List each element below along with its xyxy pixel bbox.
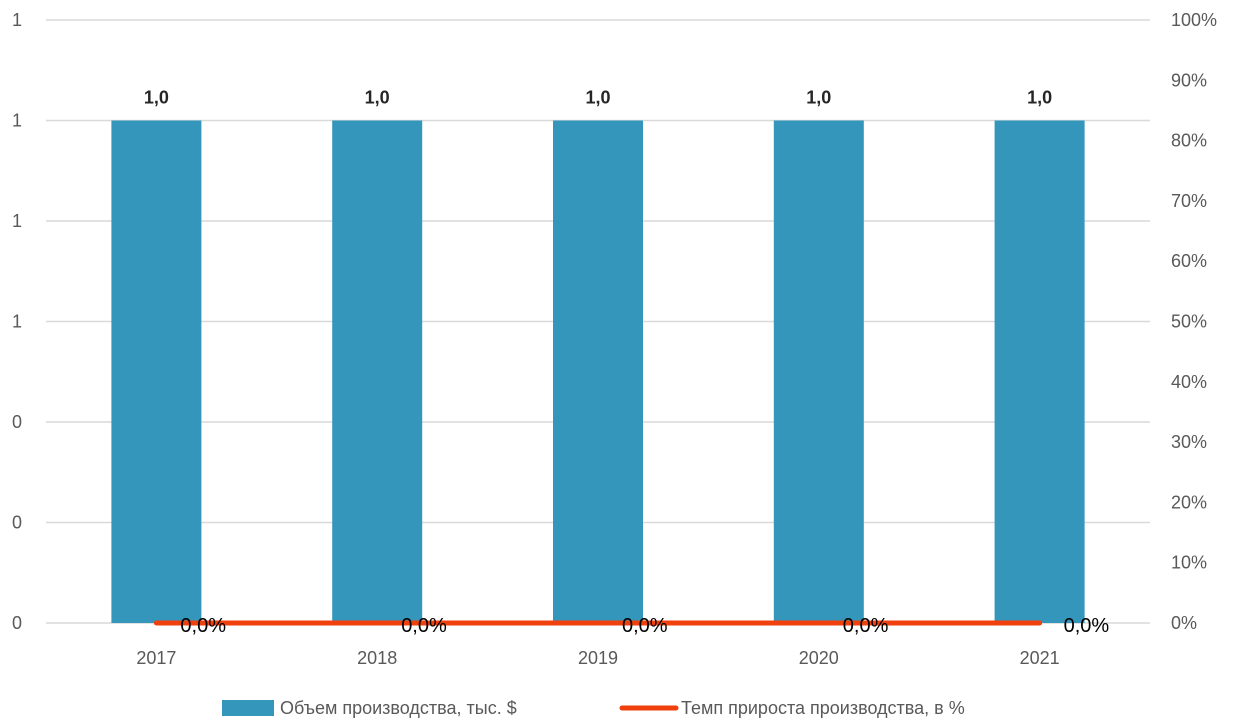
legend-bar-label: Объем производства, тыс. $ — [280, 698, 517, 718]
left-tick-label: 0 — [12, 412, 22, 432]
left-tick-label: 1 — [12, 10, 22, 30]
right-tick-label: 60% — [1171, 251, 1207, 271]
legend: Объем производства, тыс. $ Темп прироста … — [222, 698, 965, 718]
right-tick-label: 40% — [1171, 372, 1207, 392]
x-tick-label: 2019 — [578, 648, 618, 668]
bar-data-labels: 1,0 1,0 1,0 1,0 1,0 — [144, 88, 1052, 108]
bar-data-label: 1,0 — [365, 88, 390, 108]
line-data-label: 0,0% — [843, 615, 889, 637]
right-tick-label: 0% — [1171, 613, 1197, 633]
x-tick-label: 2018 — [357, 648, 397, 668]
right-tick-label: 10% — [1171, 553, 1207, 573]
left-tick-label: 1 — [12, 312, 22, 332]
x-tick-label: 2021 — [1020, 648, 1060, 668]
right-tick-label: 70% — [1171, 191, 1207, 211]
bar — [332, 120, 423, 623]
left-tick-label: 0 — [12, 613, 22, 633]
right-axis-ticks: 0% 10% 20% 30% 40% 50% 60% 70% 80% 90% 100% — [1171, 10, 1217, 633]
left-tick-label: 1 — [12, 211, 22, 231]
line-data-labels: 0,0% 0,0% 0,0% 0,0% 0,0% — [180, 615, 1109, 637]
x-tick-label: 2017 — [136, 648, 176, 668]
bar — [994, 120, 1085, 623]
right-tick-label: 30% — [1171, 432, 1207, 452]
right-tick-label: 90% — [1171, 70, 1207, 90]
line-data-label: 0,0% — [622, 615, 668, 637]
bar — [111, 120, 202, 623]
bar — [553, 120, 643, 623]
legend-line-label: Темп прироста производства, в % — [681, 698, 965, 718]
left-tick-label: 1 — [12, 111, 22, 131]
line-data-label: 0,0% — [1064, 615, 1110, 637]
bar-series — [111, 120, 1085, 623]
bar-data-label: 1,0 — [585, 88, 610, 108]
line-data-label: 0,0% — [180, 615, 226, 637]
right-tick-label: 50% — [1171, 312, 1207, 332]
right-tick-label: 100% — [1171, 10, 1217, 30]
bar-data-label: 1,0 — [1027, 88, 1052, 108]
left-tick-label: 0 — [12, 513, 22, 533]
left-axis-ticks: 0 0 0 1 1 1 1 — [12, 10, 22, 633]
legend-bar-swatch — [222, 700, 274, 716]
right-tick-label: 20% — [1171, 492, 1207, 512]
x-axis-ticks: 2017 2018 2019 2020 2021 — [136, 648, 1059, 668]
right-tick-label: 80% — [1171, 131, 1207, 151]
line-data-label: 0,0% — [401, 615, 447, 637]
bar — [773, 120, 864, 623]
bar-data-label: 1,0 — [144, 88, 169, 108]
x-tick-label: 2020 — [799, 648, 839, 668]
bar-data-label: 1,0 — [806, 88, 831, 108]
